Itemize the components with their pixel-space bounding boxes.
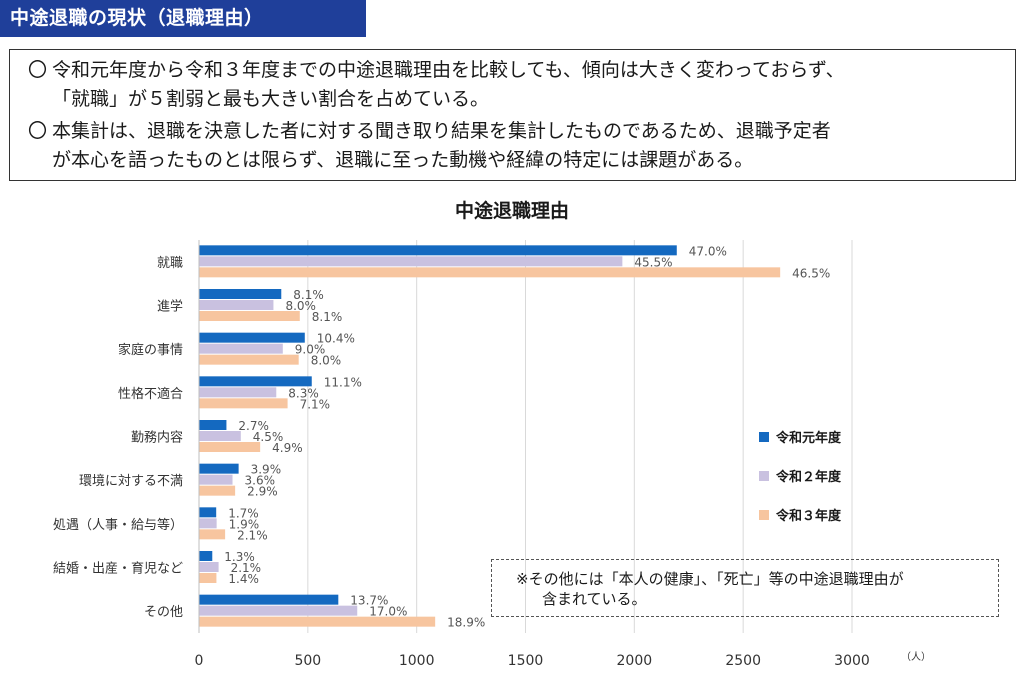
bar <box>199 289 282 299</box>
note-box: ※その他には「本人の健康」、「死亡」等の中途退職理由が 含まれている。 <box>491 559 999 617</box>
data-label: 9.0% <box>295 343 326 357</box>
bar <box>199 420 227 430</box>
data-label: 1.4% <box>228 572 259 586</box>
chart-title: 中途退職理由 <box>454 200 569 222</box>
legend-swatch <box>759 432 769 442</box>
bar <box>199 562 219 572</box>
bar <box>199 518 217 529</box>
x-tick-label: 2000 <box>617 653 653 669</box>
category-label: 就職 <box>157 256 183 271</box>
data-label: 7.1% <box>300 397 331 411</box>
summary-item: 〇 令和元年度から令和３年度までの中途退職理由を比較しても、傾向は大きく変わって… <box>26 56 1005 114</box>
data-label: 3.6% <box>245 474 276 488</box>
data-label: 8.1% <box>312 310 343 324</box>
data-label: 4.5% <box>253 430 283 444</box>
legend-swatch <box>759 471 769 481</box>
page-header-title: 中途退職の現状（退職理由） <box>10 7 264 29</box>
summary-text-line: 本集計は、退職を決意した者に対する聞き取り結果を集計したものであるため、退職予定… <box>52 120 831 142</box>
data-label: 17.0% <box>369 605 407 619</box>
bar <box>199 605 358 616</box>
category-label: 処遇（人事・給与等） <box>53 517 183 533</box>
data-label: 2.9% <box>247 485 278 499</box>
legend-swatch <box>759 510 769 520</box>
category-label: 進学 <box>157 299 183 315</box>
data-label: 1.3% <box>224 550 255 564</box>
bar <box>199 387 277 398</box>
circle-bullet-icon: 〇 <box>28 59 48 81</box>
data-label: 45.5% <box>634 255 672 269</box>
bar <box>199 507 217 518</box>
data-label: 13.7% <box>350 594 388 608</box>
x-tick-label: 1000 <box>399 653 435 669</box>
data-label: 10.4% <box>317 332 355 346</box>
bar <box>199 245 677 256</box>
category-label: 性格不適合 <box>118 386 183 402</box>
summary-text-line: 令和元年度から令和３年度までの中途退職理由を比較しても、傾向は大きく変わっておら… <box>52 59 845 81</box>
legend-label: 令和３年度 <box>776 508 842 524</box>
bar <box>199 300 274 310</box>
bar <box>199 485 236 496</box>
summary-text-line: が本心を語ったものとは限らず、退職に至った動機や経緯の特定には課題がある。 <box>52 149 754 171</box>
data-label: 8.3% <box>288 386 319 400</box>
bar <box>199 332 305 343</box>
summary-box: 〇 令和元年度から令和３年度までの中途退職理由を比較しても、傾向は大きく変わって… <box>9 49 1016 181</box>
bar <box>199 594 339 605</box>
data-label: 46.5% <box>792 266 830 280</box>
bar <box>199 529 226 540</box>
legend-label: 令和元年度 <box>776 430 842 446</box>
data-label: 8.0% <box>285 299 316 313</box>
bar <box>199 551 213 561</box>
category-label: 家庭の事情 <box>118 342 183 358</box>
data-label: 2.1% <box>237 528 268 542</box>
bar <box>199 616 436 627</box>
bar <box>199 267 781 278</box>
x-tick-label: 3000 <box>834 653 870 669</box>
bar <box>199 463 239 474</box>
data-label: 18.9% <box>447 616 485 630</box>
bar <box>199 474 233 485</box>
category-label: 環境に対する不満 <box>79 474 183 489</box>
x-tick-label: 0 <box>195 653 204 669</box>
summary-text-line: 「就職」が５割弱と最も大きい割合を占めている。 <box>52 88 490 110</box>
bar <box>199 256 623 267</box>
x-tick-label: 2500 <box>725 653 761 669</box>
x-unit-label: （人） <box>901 651 931 663</box>
note-text-line: 含まれている。 <box>542 590 647 608</box>
data-label: 47.0% <box>689 244 727 258</box>
data-label: 3.9% <box>251 463 282 477</box>
category-label: その他 <box>144 605 183 620</box>
summary-item: 〇 本集計は、退職を決意した者に対する聞き取り結果を集計したものであるため、退職… <box>26 117 1005 175</box>
data-label: 2.1% <box>231 561 262 575</box>
bar <box>199 431 241 441</box>
bar <box>199 354 299 365</box>
data-label: 2.7% <box>238 419 269 433</box>
category-label: 勤務内容 <box>131 430 183 446</box>
note-text-line: ※その他には「本人の健康」、「死亡」等の中途退職理由が <box>516 570 904 588</box>
bar <box>199 573 217 583</box>
x-tick-label: 500 <box>294 653 321 669</box>
data-label: 8.1% <box>293 288 324 302</box>
circle-bullet-icon: 〇 <box>28 120 48 142</box>
bar <box>199 442 261 452</box>
x-tick-label: 1500 <box>508 653 544 669</box>
bar <box>199 343 283 354</box>
bar <box>199 376 312 387</box>
data-label: 11.1% <box>324 375 362 389</box>
category-label: 結婚・出産・育児など <box>53 561 183 577</box>
page-header: 中途退職の現状（退職理由） <box>0 0 366 37</box>
data-label: 1.9% <box>229 517 259 531</box>
data-label: 4.9% <box>272 441 303 455</box>
data-label: 8.0% <box>311 354 342 368</box>
legend-label: 令和２年度 <box>776 469 842 485</box>
bar <box>199 398 288 409</box>
bar <box>199 311 300 321</box>
data-label: 1.7% <box>228 506 259 520</box>
